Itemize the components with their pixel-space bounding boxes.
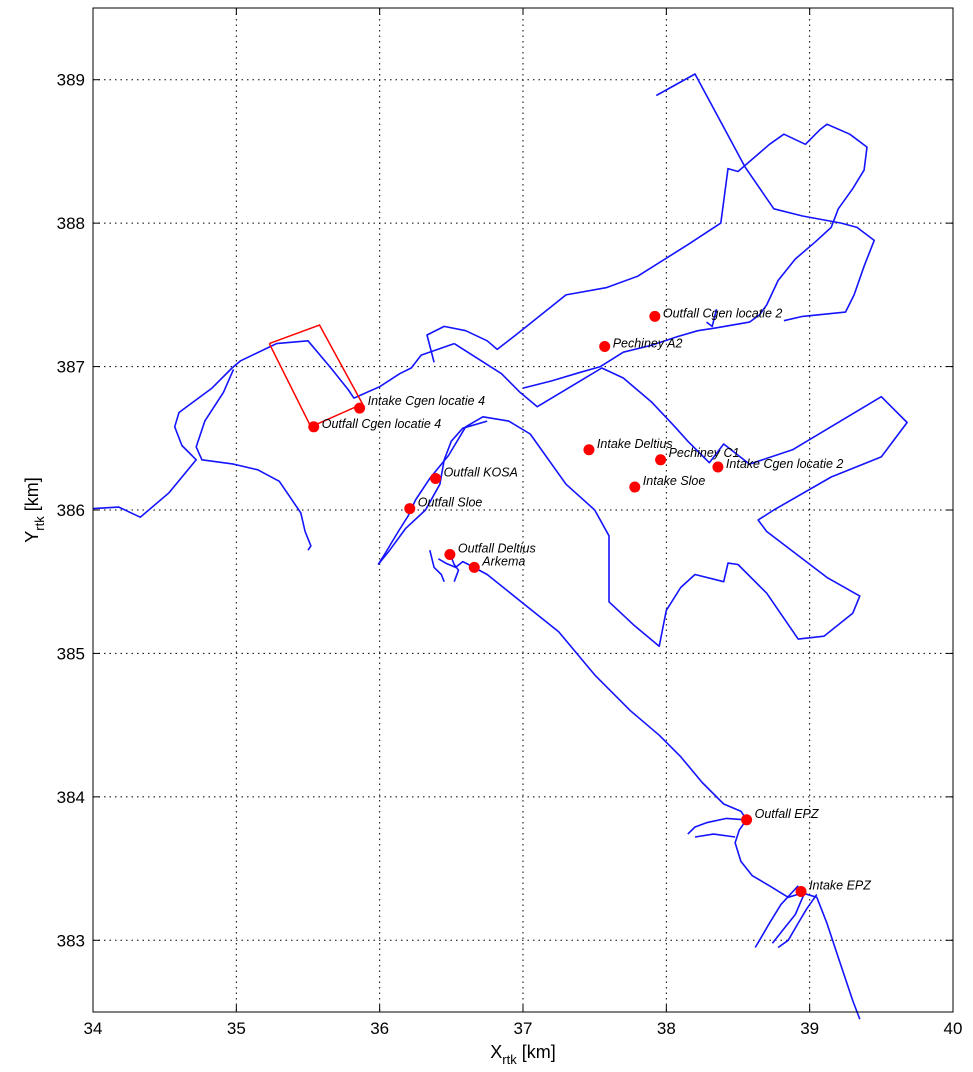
x-axis-label: Xrtk [km] xyxy=(490,1042,555,1067)
shoreline-segment xyxy=(92,342,277,519)
shoreline-segment xyxy=(377,420,488,566)
location-marker xyxy=(795,886,807,898)
location-marker xyxy=(599,340,611,352)
location-label: Outfall Deltius xyxy=(458,541,536,555)
location-marker xyxy=(354,402,366,414)
axis-ticks: 34 35 36 37 38 39 40 383 384 385 386 387 388 389 xyxy=(57,8,963,1038)
location-marker xyxy=(655,454,667,466)
location-marker xyxy=(741,814,753,826)
y-tick-label: 388 xyxy=(57,214,85,233)
location-label: Arkema xyxy=(481,554,525,568)
location-marker xyxy=(430,472,442,484)
y-tick-label: 383 xyxy=(57,931,85,950)
shoreline-segment xyxy=(771,894,805,944)
shoreline-segment xyxy=(706,309,718,328)
shoreline-segment xyxy=(276,339,455,399)
location-label: Outfall KOSA xyxy=(444,465,518,479)
y-tick-label: 384 xyxy=(57,788,85,807)
location-label: Intake Sloe xyxy=(643,474,706,488)
location-marker xyxy=(444,548,456,560)
x-tick-label: 37 xyxy=(514,1019,533,1038)
shoreline-segment xyxy=(377,342,908,648)
location-marker xyxy=(308,421,320,433)
area-boundary xyxy=(268,324,364,428)
shoreline-segment xyxy=(694,833,736,838)
grid-lines xyxy=(93,8,953,1012)
y-tick-label: 386 xyxy=(57,501,85,520)
x-tick-label: 34 xyxy=(84,1019,103,1038)
x-tick-label: 39 xyxy=(800,1019,819,1038)
shoreline-outlines xyxy=(92,73,908,1020)
location-marker xyxy=(712,461,724,473)
shoreline-segment xyxy=(754,885,799,948)
shoreline-segment xyxy=(777,893,818,949)
x-tick-label: 36 xyxy=(370,1019,389,1038)
location-label: Intake EPZ xyxy=(809,879,871,893)
location-label: Intake Deltius xyxy=(597,437,673,451)
location-label: Intake Cgen locatie 2 xyxy=(726,457,843,471)
y-tick-label: 389 xyxy=(57,71,85,90)
y-tick-label: 387 xyxy=(57,358,85,377)
shoreline-segment xyxy=(426,123,868,389)
location-label: Intake Cgen locatie 4 xyxy=(368,394,485,408)
location-label: Pechiney A2 xyxy=(613,336,683,350)
location-label: Outfall Sloe xyxy=(418,496,483,510)
location-label: Outfall EPZ xyxy=(755,807,819,821)
location-marker xyxy=(629,481,641,493)
x-tick-label: 35 xyxy=(227,1019,246,1038)
location-label: Outfall Cgen locatie 4 xyxy=(322,417,442,431)
location-label: Outfall Cgen locatie 2 xyxy=(663,306,783,320)
location-marker xyxy=(468,561,480,573)
location-marker xyxy=(649,310,661,322)
shoreline-segment xyxy=(655,73,876,322)
y-axis-label: Yrtk [km] xyxy=(22,477,47,542)
x-tick-label: 38 xyxy=(657,1019,676,1038)
x-tick-label: 40 xyxy=(944,1019,963,1038)
location-points: Outfall Cgen locatie 2 Pechiney A2 Intake … xyxy=(308,306,871,898)
y-tick-label: 385 xyxy=(57,644,85,663)
location-marker xyxy=(404,503,416,515)
highlighted-area xyxy=(268,324,364,428)
location-marker xyxy=(583,444,595,456)
shoreline-segment xyxy=(429,550,445,582)
shoreline-segment xyxy=(687,817,746,835)
location-label: Pechiney C1 xyxy=(669,446,740,460)
shoreline-segment xyxy=(437,558,861,1020)
shoreline-segment xyxy=(195,369,312,551)
